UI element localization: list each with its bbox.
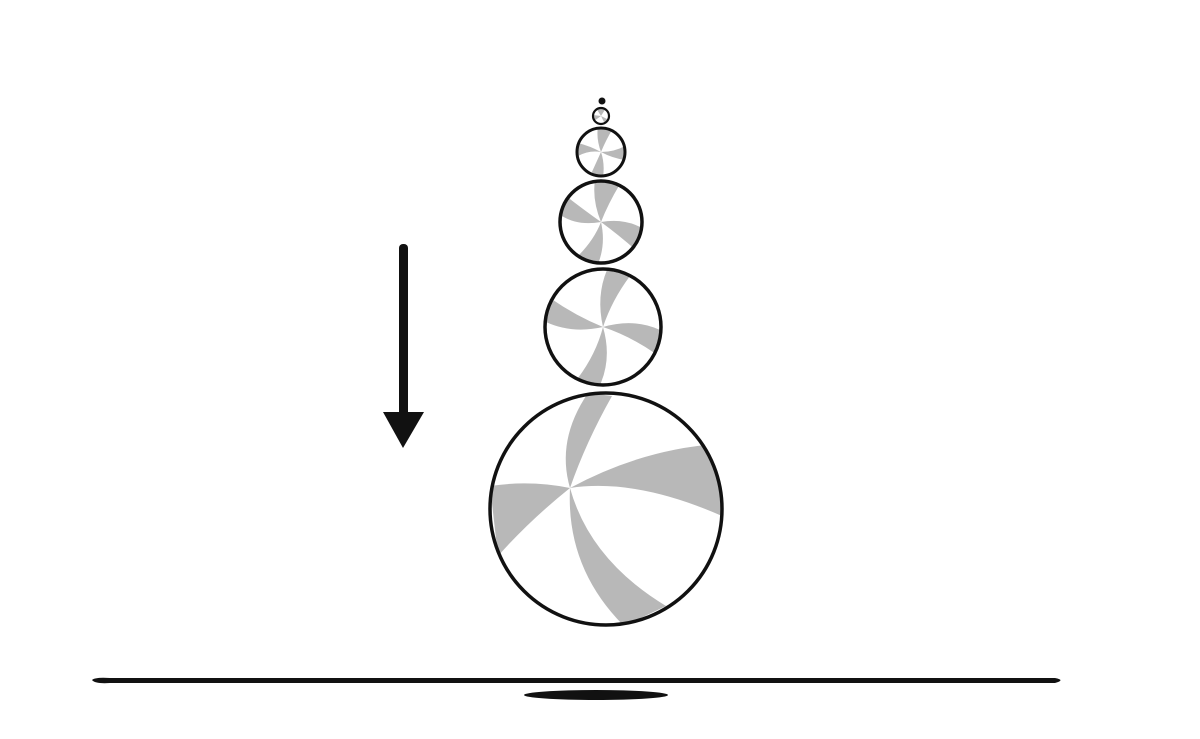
down-arrow-icon: [383, 244, 424, 448]
ball-position-6: [488, 391, 724, 627]
ball-position-3: [575, 126, 627, 178]
ground-line: [92, 677, 1061, 684]
ball-position-4: [558, 179, 644, 265]
ball-position-1: [598, 97, 606, 105]
ball-shadow: [524, 690, 668, 700]
ball-position-5: [543, 267, 663, 387]
ball-position-2: [591, 106, 611, 126]
